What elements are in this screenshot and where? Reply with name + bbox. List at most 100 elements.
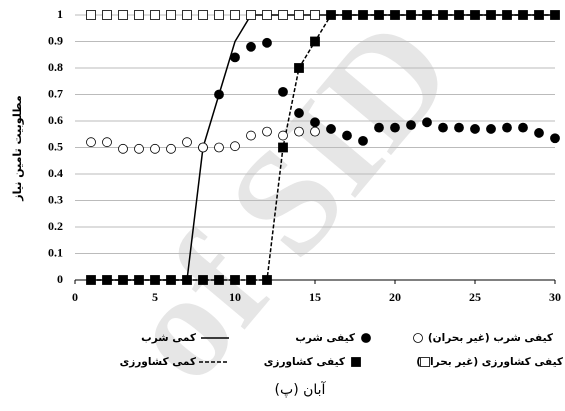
y-tick-label: 0.6 [48,113,63,127]
data-point [390,122,400,133]
data-point [166,10,176,20]
data-point [150,275,160,285]
x-tick-label: 30 [549,290,561,304]
data-point [86,10,96,20]
data-point [86,137,96,148]
data-point [374,10,384,20]
data-point [342,10,352,20]
data-point [150,143,160,154]
data-point [454,10,464,20]
data-point [166,143,176,154]
data-point [374,122,384,133]
data-point [486,10,496,20]
data-point [198,10,208,20]
data-point [118,275,128,285]
data-point [358,10,368,20]
data-point [278,130,288,141]
data-point [102,275,112,285]
data-point [230,52,240,63]
data-point [118,10,128,20]
data-point [230,141,240,152]
data-point [422,117,432,128]
data-point [502,122,512,133]
data-point [470,10,480,20]
y-tick-label: 0.4 [48,166,63,180]
y-tick-label: 0.5 [48,139,63,153]
y-tick-label: 1 [57,7,63,21]
data-point [166,275,176,285]
data-point [198,142,208,153]
data-point [262,275,272,285]
legend-label: کیفی شرب (غیر بحران) [428,332,554,344]
data-point [262,126,272,137]
data-point [294,108,304,118]
data-point [518,10,528,20]
data-point [310,117,320,128]
data-point [486,124,496,134]
data-point [310,36,320,47]
data-point [534,10,544,20]
data-point [326,10,336,20]
data-point [118,143,128,154]
data-point [214,10,224,20]
data-point [294,63,304,73]
data-point [182,10,192,20]
data-point [406,120,416,130]
data-point [102,10,112,20]
x-tick-label: 5 [152,290,158,304]
data-point [246,275,256,285]
data-point [342,130,352,141]
data-point [278,10,288,20]
data-point [534,128,544,138]
y-tick-label: 0.8 [48,60,63,74]
legend-symbol [351,357,361,367]
legend-label: کیفی کشاورزی (غیر بحران) [416,356,564,368]
data-point [406,10,416,20]
legend-label: کیفی کشاورزی [264,356,346,368]
x-tick-label: 10 [229,290,241,304]
data-point [438,10,448,20]
data-point [326,124,336,134]
data-point [390,10,400,20]
data-point [278,142,288,153]
x-tick-label: 0 [72,290,78,304]
y-tick-label: 0.2 [48,219,63,233]
y-tick-label: 0.7 [48,86,63,100]
data-point [182,137,192,148]
data-point [214,142,224,153]
data-point [550,133,560,144]
legend-label: کمی کشاورزی [120,356,197,368]
y-axis-label: مطلوبیت تامین نیاز [11,95,24,201]
y-tick-label: 0 [57,272,63,286]
data-point [86,275,96,285]
data-point [182,275,192,285]
data-point [518,122,528,133]
caption: (پ) آبان [275,381,327,398]
data-point [214,89,224,100]
data-point [294,126,304,137]
x-tick-label: 15 [309,290,321,304]
watermark: of SID [92,0,484,411]
data-point [150,10,160,20]
data-point [246,41,256,52]
data-point [214,275,224,285]
data-point [438,122,448,133]
data-point [102,137,112,148]
data-point [550,10,560,20]
y-tick-label: 0.1 [48,245,63,259]
data-point [246,130,256,141]
data-point [278,86,288,97]
data-point [502,10,512,20]
legend-symbol [361,333,371,343]
data-point [246,10,256,20]
x-tick-label: 20 [389,290,401,304]
data-point [358,135,368,146]
y-tick-label: 0.3 [48,192,63,206]
data-point [198,275,208,285]
x-tick-label: 25 [469,290,481,304]
data-point [262,10,272,20]
data-point [262,37,272,48]
data-point [310,10,320,20]
data-point [470,124,480,134]
